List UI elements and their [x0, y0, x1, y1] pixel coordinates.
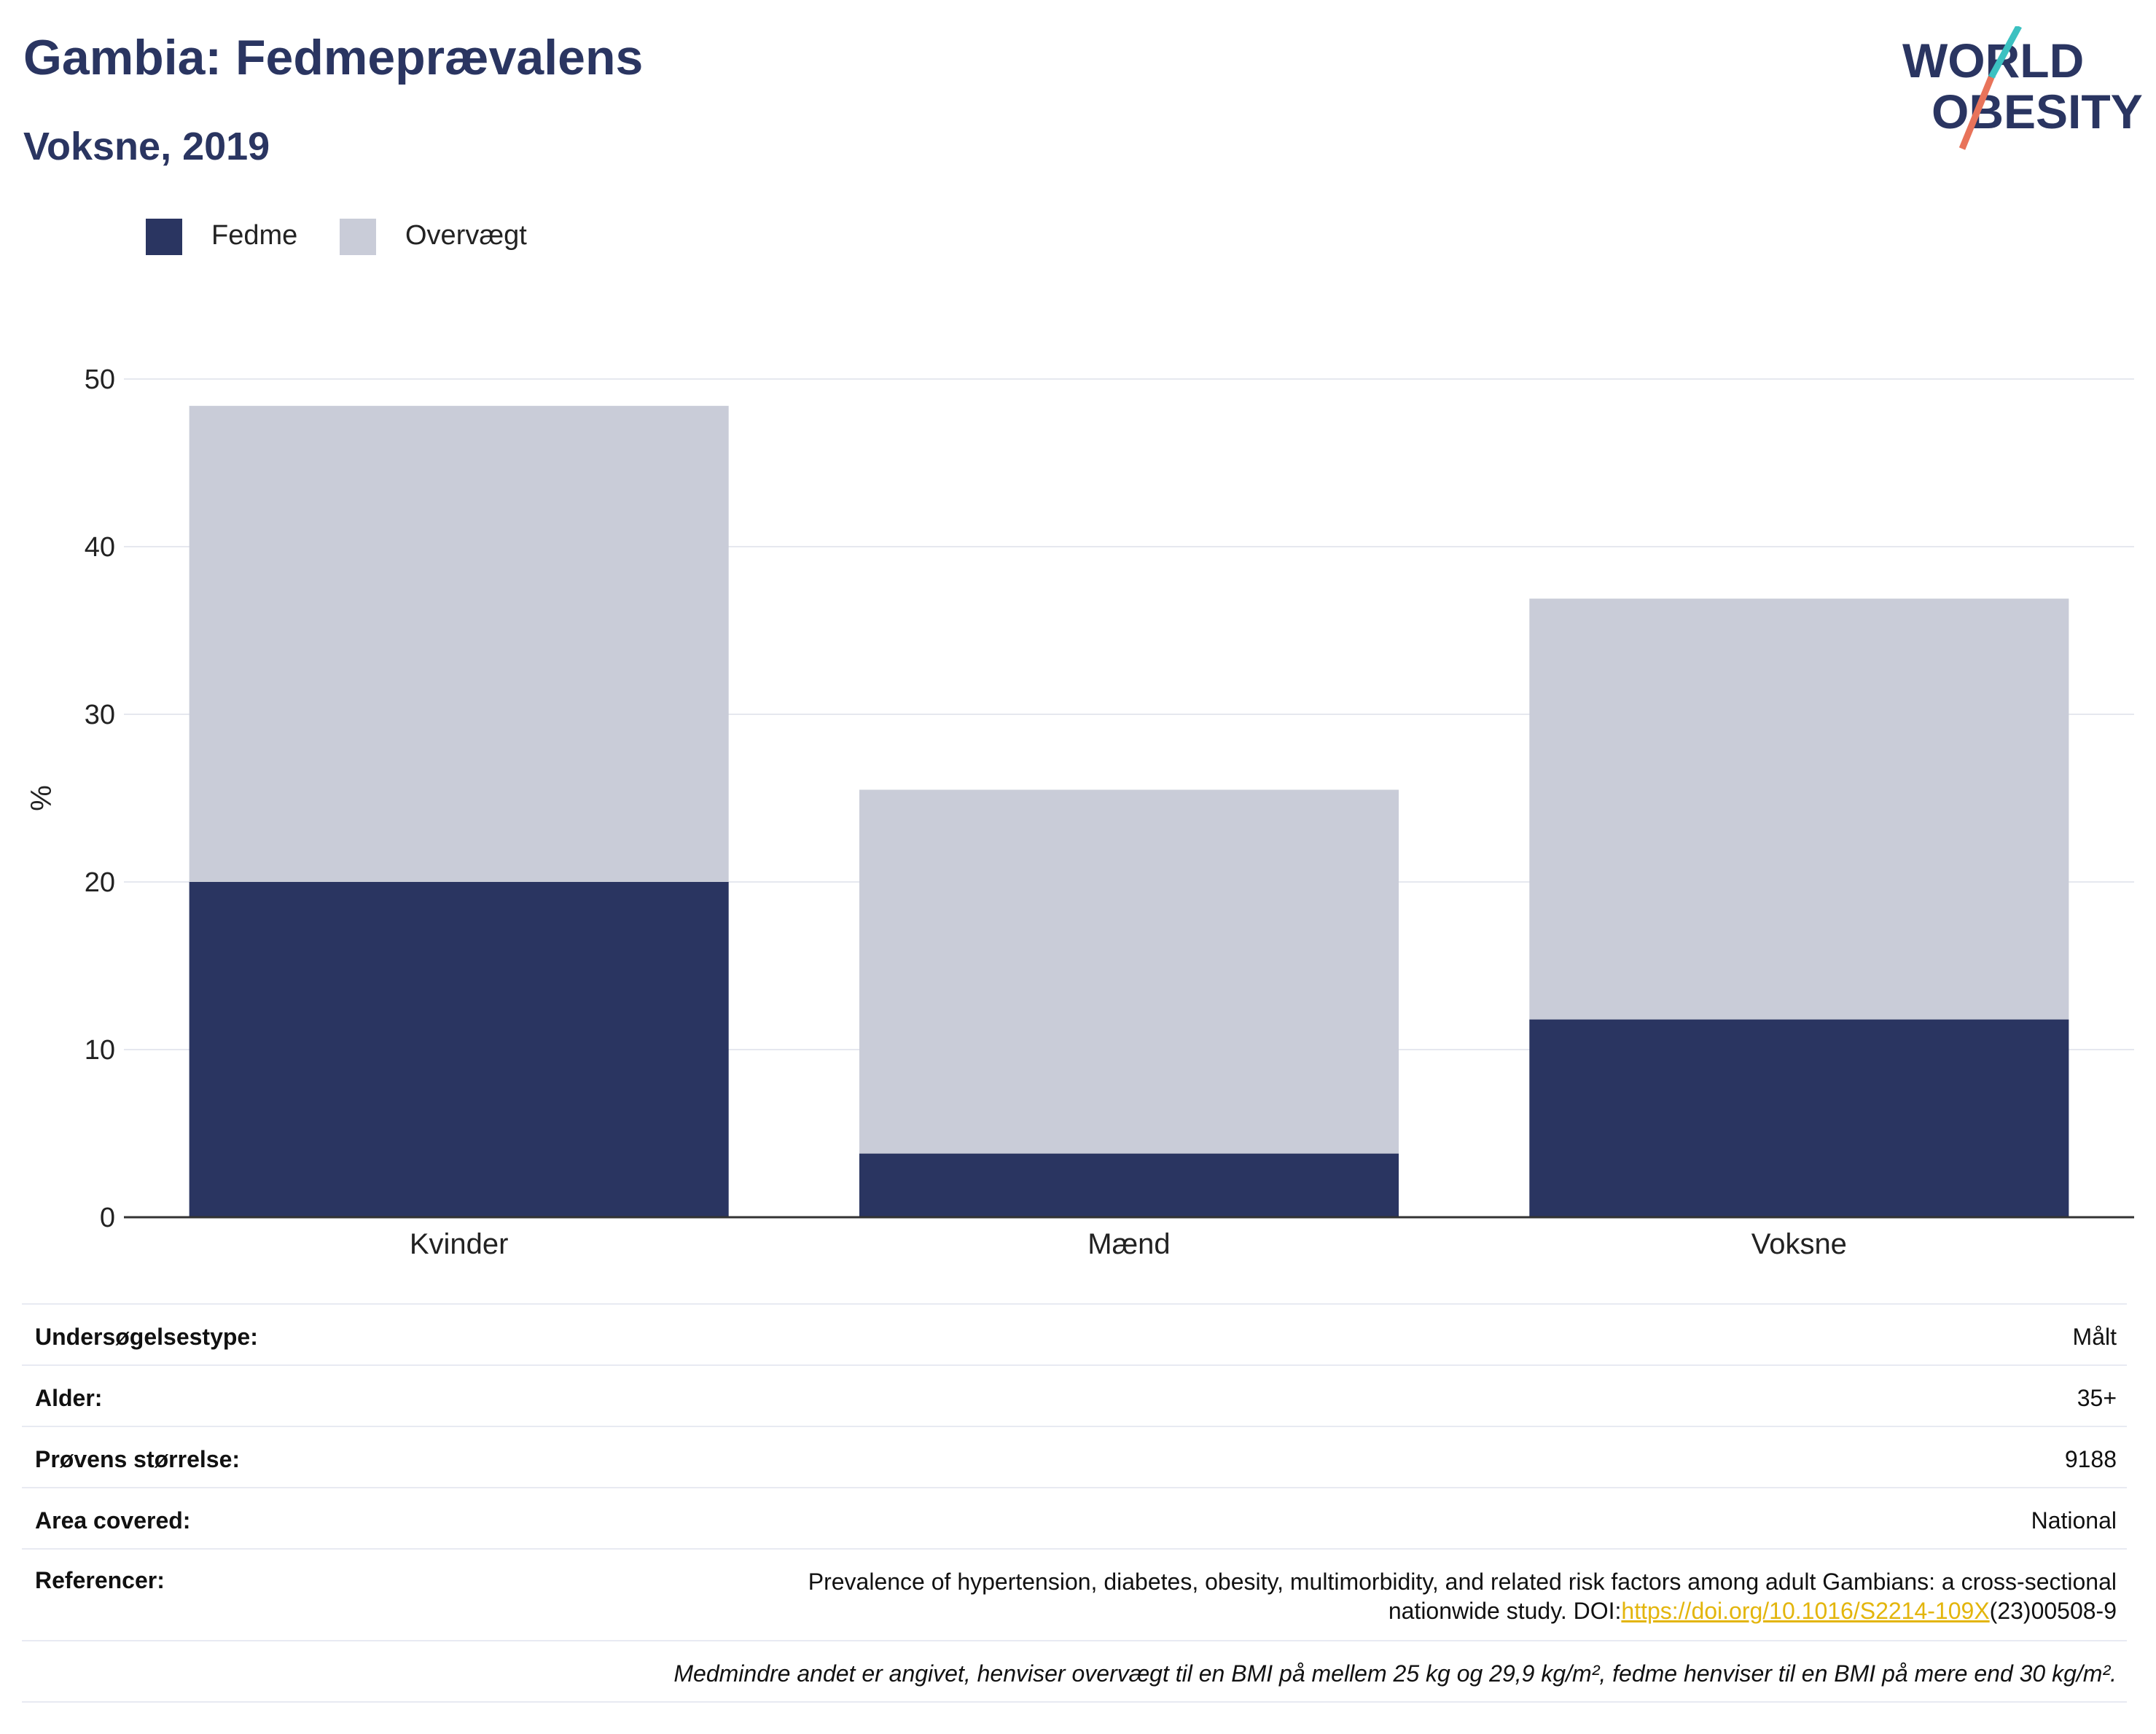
info-row-sample-size: Prøvens størrelse: 9188 [22, 1426, 2127, 1487]
info-row-age: Alder: 35+ [22, 1364, 2127, 1426]
bar-overweight-0 [189, 405, 729, 882]
logo-slash-coral [1958, 76, 1995, 150]
reference-line-1: Prevalence of hypertension, diabetes, ob… [808, 1569, 2117, 1595]
legend-swatch-overweight [340, 219, 376, 255]
bar-obesity-1 [859, 1153, 1399, 1217]
info-key: Undersøgelsestype: [35, 1324, 258, 1350]
info-row-survey-type: Undersøgelsestype: Målt [22, 1303, 2127, 1364]
info-value: 35+ [2077, 1385, 2117, 1411]
info-value: National [2031, 1507, 2117, 1534]
info-row-note: Medmindre andet er angivet, henviser ove… [22, 1640, 2127, 1703]
info-key: Alder: [35, 1385, 103, 1411]
legend-label-overweight: Overvægt [405, 220, 527, 251]
info-value: 9188 [2064, 1446, 2117, 1472]
bar-obesity-2 [1529, 1019, 2069, 1217]
x-tick-label: Mænd [1087, 1228, 1170, 1260]
bar-obesity-0 [189, 882, 729, 1217]
world-obesity-logo: WORLD OBESITY [1895, 24, 2143, 157]
y-tick-label: 30 [85, 700, 115, 730]
page-subtitle: Voksne, 2019 [23, 125, 270, 168]
y-tick-label: 40 [85, 532, 115, 563]
y-tick-label: 0 [100, 1203, 115, 1233]
logo-word-obesity: OBESITY [1932, 85, 2143, 138]
info-value: Målt [2072, 1324, 2117, 1350]
info-key: Referencer: [35, 1567, 165, 1593]
reference-text: Prevalence of hypertension, diabetes, ob… [808, 1567, 2117, 1625]
reference-suffix: (23)00508-9 [1989, 1598, 2117, 1624]
y-tick-label: 10 [85, 1035, 115, 1066]
y-tick-label: 50 [85, 364, 115, 395]
legend-swatch-obesity [146, 219, 182, 255]
x-tick-label: Kvinder [410, 1228, 509, 1260]
reference-prefix: nationwide study. DOI: [1388, 1598, 1622, 1624]
definition-note: Medmindre andet er angivet, henviser ove… [673, 1660, 2117, 1687]
bar-overweight-2 [1529, 598, 2069, 1020]
logo-slash-teal [1988, 24, 2022, 79]
legend-label-obesity: Fedme [211, 220, 298, 251]
y-axis-label: % [26, 785, 58, 811]
page-title: Gambia: Fedmeprævalens [23, 30, 644, 85]
reference-line-2: nationwide study. DOI:https://doi.org/10… [808, 1596, 2117, 1625]
doi-link[interactable]: https://doi.org/10.1016/S2214-109X [1621, 1598, 1990, 1624]
x-tick-label: Voksne [1751, 1228, 1847, 1260]
info-row-area-covered: Area covered: National [22, 1487, 2127, 1548]
bar-chart: 0 10 20 30 40 50% Kvinder Mænd Voksne [26, 364, 2134, 1260]
info-key: Area covered: [35, 1507, 191, 1534]
info-key: Prøvens størrelse: [35, 1446, 241, 1472]
info-row-references: Referencer: Prevalence of hypertension, … [22, 1548, 2127, 1640]
y-tick-label: 20 [85, 867, 115, 898]
info-table: Undersøgelsestype: Målt Alder: 35+ Prøve… [22, 1303, 2127, 1703]
bar-overweight-1 [859, 789, 1399, 1154]
